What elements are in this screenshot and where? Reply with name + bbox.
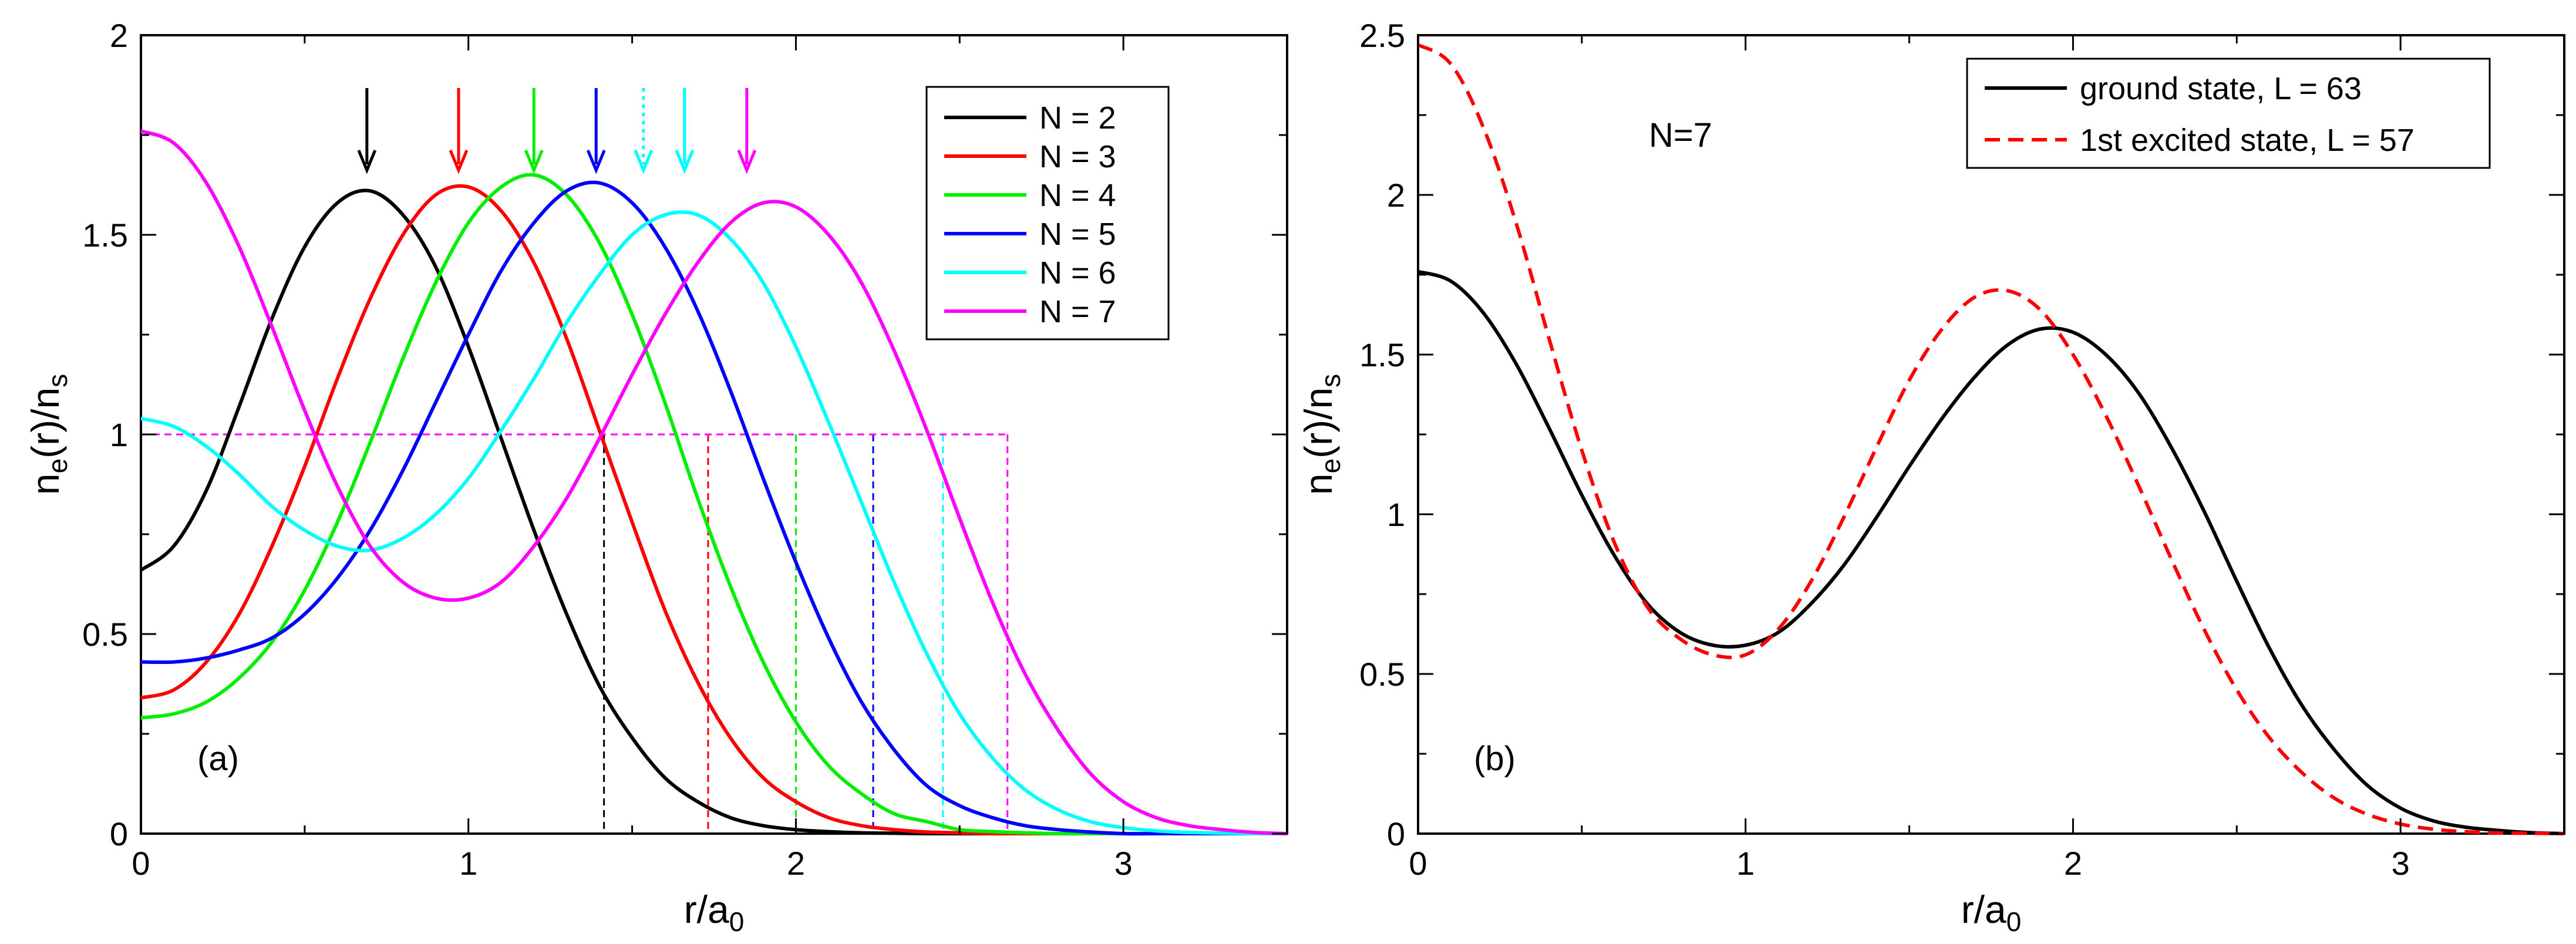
panel-a-x-tick-label: 1 [459,845,477,882]
xlabel-b-sub: 0 [2006,906,2022,937]
panel-b-series-1st-excited-state-l-57 [1417,43,2565,835]
panel-b-x-axis-label: r/a0 [1961,888,2022,937]
ylabel-b-mid: (r)/n [1297,387,1340,458]
panel-a-y-tick-label: 0 [110,815,128,852]
panel-a-series-n-4 [140,173,1287,836]
panel-b-x-tick-label: 2 [2064,845,2082,882]
panel-b-annotation: N=7 [1649,116,1712,154]
panel-a-y-tick-label: 0.5 [82,616,128,653]
xlabel-a-sub: 0 [729,906,745,937]
panel-b-y-tick-label: 1.5 [1359,336,1405,373]
panel-a-series-n-6 [140,210,1288,836]
panel-a-x-axis-label: r/a0 [684,888,745,937]
panel-a-peak-arrowhead-n-3 [449,150,469,174]
panel-a-y-tick-label: 1 [110,416,128,453]
panel-a-x-tick-label: 2 [787,845,805,882]
panel-b-legend-box [1966,58,2491,169]
legend-b-label-ground-state-l-63: ground state, L = 63 [2080,71,2362,106]
panel-b-y-tick-label: 0 [1387,815,1405,852]
panel-b-x-tick-label: 0 [1409,845,1427,882]
xlabel-b-main: r/a [1961,888,2006,931]
panel-a-peak-arrowhead-n-7 [737,150,757,174]
panel-a-y-tick-label: 2 [110,17,128,54]
panel-b-y-tick-label: 2.5 [1359,17,1405,54]
panel-b-ticks: 0 1 2 3 0 0.5 1 1.5 2 2.5 [1359,17,2565,882]
panel-b-y-tick-label: 0.5 [1359,656,1405,693]
panel-a-fermi-reference-lines [141,433,1009,834]
panel-a-x-tick-label: 3 [1114,845,1133,882]
panel-a-legend-box [925,86,1170,340]
panel-a-label: (a) [197,740,239,778]
panel-b-y-tick-label: 1 [1387,496,1405,533]
legend-a-label-n-2: N = 2 [1039,100,1116,136]
panel-a-peak-arrowhead-n-4 [524,150,544,174]
panel-a-ticks: 0 1 2 3 0 0.5 1 1.5 2 [82,17,1288,882]
panel-a-series-n-5 [140,180,1287,836]
panel-a-series-group [140,129,1288,836]
panel-b-x-tick-label: 1 [1736,845,1755,882]
legend-a-label-n-3: N = 3 [1039,139,1116,174]
ylabel-b-sub1: e [1315,458,1346,474]
ylabel-a-mid: (r)/n [23,387,67,458]
ylabel-a-sub1: e [42,458,73,474]
panel-a-series-n-7 [140,129,1288,835]
panel-a: 0 1 2 3 0 0.5 1 1.5 2 N = 2N = 3 N = 4 N = 5N = 6N… [23,17,1288,937]
ylabel-a-sub2: s [42,374,73,387]
panel-a-peak-arrowhead-n-5 [586,150,606,174]
panel-b: 0 1 2 3 0 0.5 1 1.5 2 2.5 ground state, L = 63 1st… [1297,17,2565,937]
panel-b-y-axis-label: ne(r)/ns [1297,374,1346,495]
panel-a-dotted-arrowhead [634,150,654,174]
legend-a-label-n-5: N = 5 [1039,217,1116,252]
legend-b-label-1st-excited-state-l-57: 1st excited state, L = 57 [2080,123,2415,158]
panel-a-peak-arrows [357,88,757,174]
panel-a-legend: N = 2N = 3 N = 4 N = 5N = 6N = 7 [944,100,1116,329]
xlabel-a-main: r/a [684,888,729,931]
legend-a-label-n-4: N = 4 [1039,178,1116,213]
legend-a-label-n-7: N = 7 [1039,294,1116,329]
legend-a-label-n-6: N = 6 [1039,255,1116,291]
panel-b-label: (b) [1474,740,1516,778]
panel-b-series-ground-state-l-63 [1417,269,2565,835]
panel-a-peak-arrowhead-n-2 [357,150,377,174]
panel-a-peak-arrowhead-n-6 [675,150,695,174]
panel-b-x-tick-label: 3 [2392,845,2410,882]
panel-a-x-tick-label: 0 [132,845,150,882]
panel-a-y-tick-label: 1.5 [82,217,128,254]
ylabel-a-main: n [23,473,67,495]
ylabel-b-main: n [1297,473,1340,495]
ylabel-b-sub2: s [1315,374,1346,387]
panel-b-legend: ground state, L = 63 1st excited state, L… [1985,71,2415,158]
panel-b-y-tick-label: 2 [1387,177,1405,214]
panel-a-y-axis-label: ne(r)/ns [23,374,73,495]
panel-b-series-group [1417,43,2565,835]
